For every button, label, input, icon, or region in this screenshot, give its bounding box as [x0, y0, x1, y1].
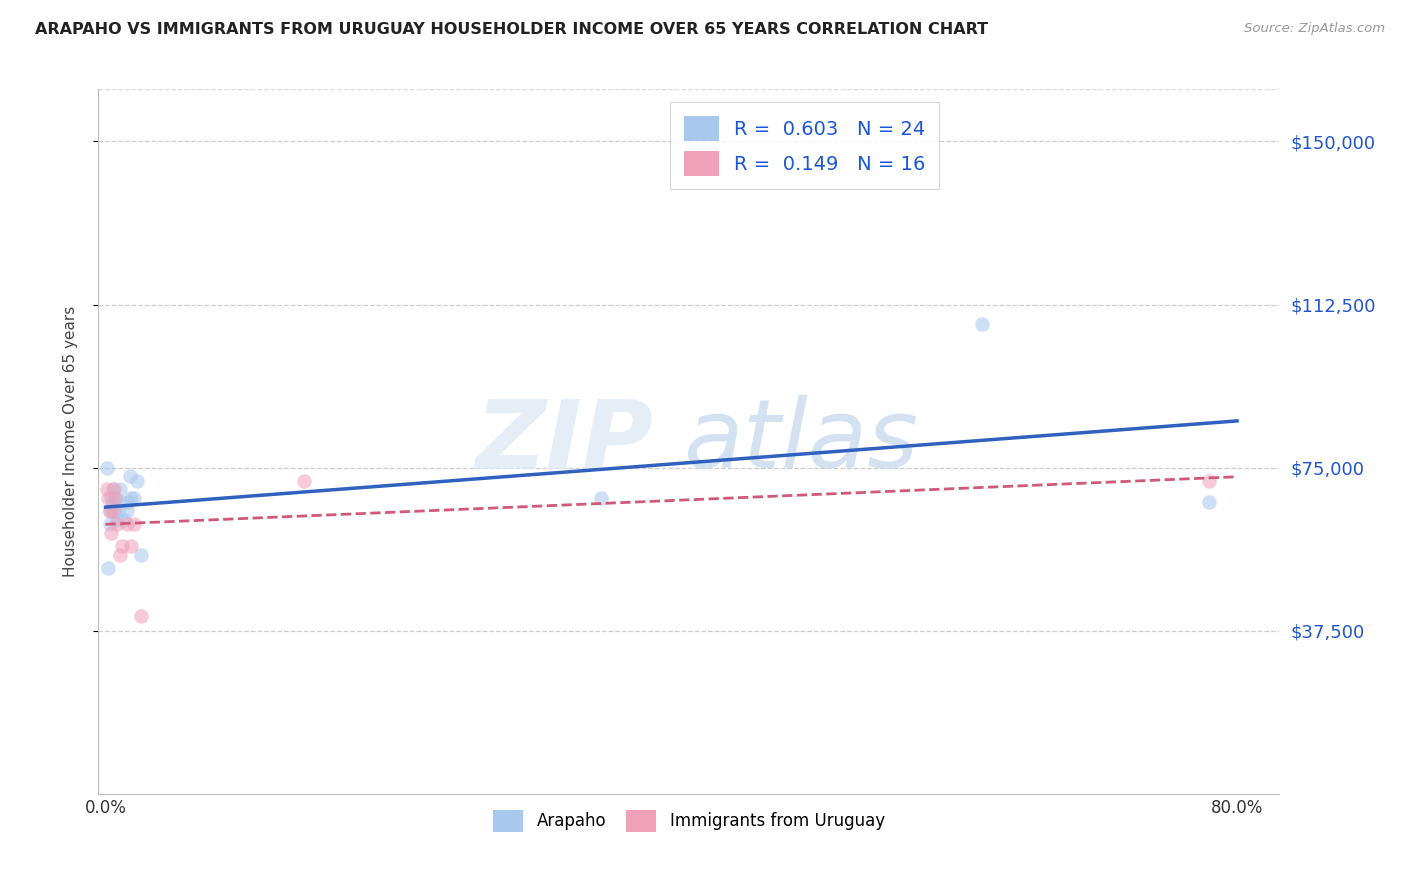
- Point: [107, 504, 129, 518]
- Point: [125, 474, 148, 488]
- Text: ZIP: ZIP: [475, 395, 654, 488]
- Point: [115, 517, 138, 532]
- Point: [117, 495, 139, 509]
- Point: [120, 539, 142, 553]
- Point: [103, 504, 125, 518]
- Point: [118, 469, 141, 483]
- Point: [129, 608, 152, 623]
- Point: [292, 474, 315, 488]
- Point: [108, 548, 131, 562]
- Point: [105, 517, 128, 532]
- Point: [100, 491, 122, 505]
- Point: [972, 317, 994, 331]
- Point: [96, 460, 118, 475]
- Point: [122, 517, 145, 532]
- Point: [1198, 495, 1220, 509]
- Point: [122, 491, 145, 505]
- Point: [103, 483, 125, 497]
- Legend: Arapaho, Immigrants from Uruguay: Arapaho, Immigrants from Uruguay: [486, 804, 891, 838]
- Point: [101, 495, 124, 509]
- Point: [98, 504, 121, 518]
- Point: [105, 513, 128, 527]
- Point: [115, 504, 138, 518]
- Point: [104, 491, 127, 505]
- Y-axis label: Householder Income Over 65 years: Householder Income Over 65 years: [63, 306, 77, 577]
- Point: [98, 504, 121, 518]
- Point: [100, 525, 122, 540]
- Point: [104, 491, 127, 505]
- Point: [108, 483, 131, 497]
- Point: [1198, 474, 1220, 488]
- Point: [97, 560, 120, 574]
- Point: [98, 517, 121, 532]
- Text: Source: ZipAtlas.com: Source: ZipAtlas.com: [1244, 22, 1385, 36]
- Point: [589, 491, 612, 505]
- Point: [101, 504, 124, 518]
- Point: [120, 491, 142, 505]
- Point: [101, 483, 124, 497]
- Text: ARAPAHO VS IMMIGRANTS FROM URUGUAY HOUSEHOLDER INCOME OVER 65 YEARS CORRELATION : ARAPAHO VS IMMIGRANTS FROM URUGUAY HOUSE…: [35, 22, 988, 37]
- Point: [110, 495, 132, 509]
- Point: [111, 539, 134, 553]
- Text: atlas: atlas: [683, 395, 918, 488]
- Point: [97, 491, 120, 505]
- Point: [96, 483, 118, 497]
- Point: [112, 513, 135, 527]
- Point: [129, 548, 152, 562]
